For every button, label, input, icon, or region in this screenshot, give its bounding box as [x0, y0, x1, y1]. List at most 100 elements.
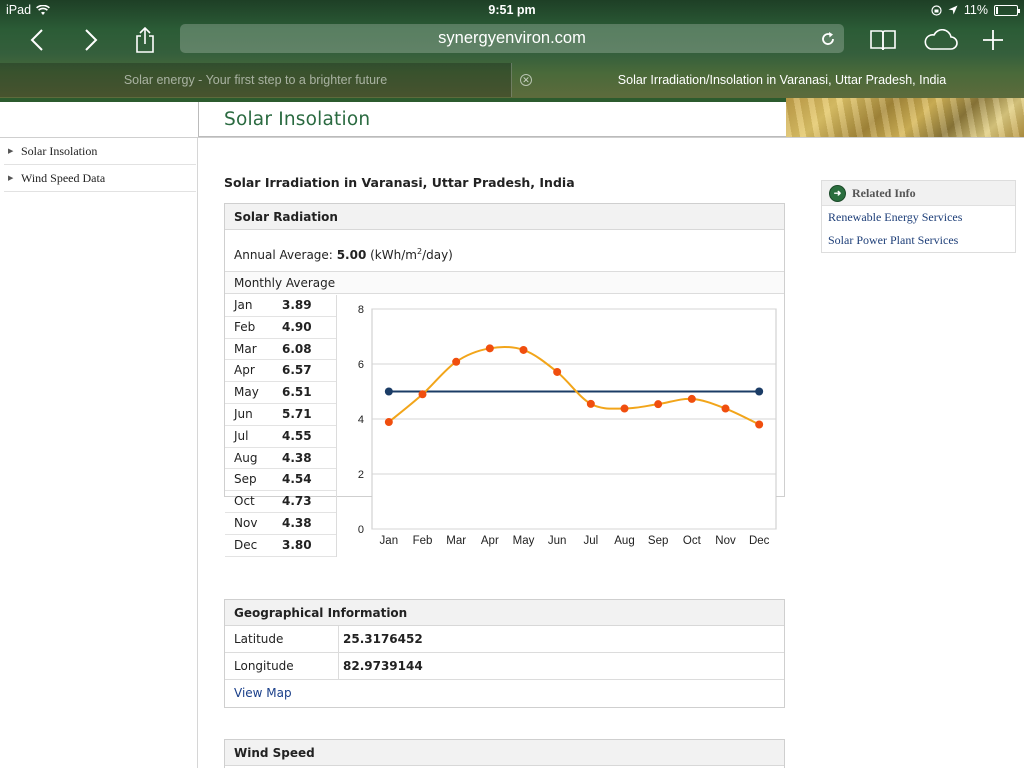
longitude-value: 82.9739144 — [343, 659, 423, 673]
month-name: Apr — [234, 363, 255, 378]
x-tick-label: Oct — [683, 535, 702, 547]
latitude-value: 25.3176452 — [343, 632, 423, 646]
data-point-monthly — [553, 367, 562, 376]
panel-title: Geographical Information — [225, 600, 784, 626]
data-point-monthly — [519, 345, 528, 354]
share-button[interactable] — [132, 22, 158, 58]
address-bar[interactable]: synergyenviron.com — [180, 24, 844, 53]
forward-button[interactable] — [78, 22, 104, 58]
month-value: 4.55 — [282, 428, 312, 443]
tab-solar-energy[interactable]: Solar energy - Your first step to a brig… — [0, 63, 512, 97]
month-name: Feb — [234, 319, 256, 334]
month-name: Jan — [234, 298, 253, 312]
x-tick-label: Aug — [614, 535, 634, 547]
browser-toolbar: synergyenviron.com — [0, 22, 1024, 62]
month-value: 4.90 — [282, 319, 312, 334]
url-text: synergyenviron.com — [438, 29, 586, 47]
data-point-monthly — [384, 418, 393, 427]
longitude-row: Longitude 82.9739144 — [225, 653, 784, 680]
x-tick-label: Feb — [413, 535, 433, 547]
reload-icon — [822, 31, 834, 45]
latitude-row: Latitude 25.3176452 — [225, 626, 784, 653]
data-point-monthly — [755, 420, 764, 429]
table-row: Aug 4.38 — [225, 448, 336, 470]
month-name: Nov — [234, 515, 258, 530]
x-tick-label: Nov — [715, 535, 736, 547]
data-point-monthly — [586, 399, 595, 408]
y-tick-label: 4 — [358, 414, 364, 426]
y-tick-label: 6 — [358, 359, 364, 371]
x-tick-label: Dec — [749, 535, 770, 547]
annual-average-row: Annual Average: 5.00 (kWh/m2/day) — [225, 230, 784, 272]
related-link-solar-power-plant[interactable]: Solar Power Plant Services — [828, 233, 959, 247]
monthly-chart: 0 2 4 6 8 Jan Feb Mar Apr May Jun Jul Aug Sep Oct Nov De… — [338, 295, 784, 556]
share-icon — [136, 27, 154, 53]
location-arrow-icon — [948, 5, 958, 15]
month-value: 5.71 — [282, 406, 312, 421]
related-info-title: Related Info — [852, 186, 916, 200]
month-name: Sep — [234, 472, 257, 487]
bookmarks-button[interactable] — [868, 22, 898, 58]
table-row: Jul 4.55 — [225, 426, 336, 448]
browser-chrome: iPad 9:51 pm 11% — [0, 0, 1024, 98]
month-value: 4.38 — [282, 515, 312, 530]
related-info-header: ➜ Related Info — [822, 181, 1015, 206]
related-info-panel: ➜ Related Info Renewable Energy Services… — [821, 180, 1016, 253]
x-tick-label: Jul — [583, 535, 598, 547]
table-row: Nov 4.38 — [225, 513, 336, 535]
y-tick-label: 0 — [358, 524, 364, 536]
arrow-circle-icon: ➜ — [829, 185, 846, 202]
y-tick-label: 2 — [358, 469, 364, 481]
x-tick-label: Sep — [648, 535, 668, 547]
month-value: 6.51 — [282, 385, 312, 400]
table-row: Oct 4.73 — [225, 491, 336, 513]
data-point-monthly — [687, 394, 696, 403]
data-point-monthly — [620, 404, 629, 413]
geographical-info-panel: Geographical Information Latitude 25.317… — [224, 599, 785, 708]
divider — [0, 137, 1024, 138]
tab-title: Solar energy - Your first step to a brig… — [123, 73, 388, 87]
month-name: Oct — [234, 494, 255, 509]
data-point-annual — [755, 387, 764, 396]
data-point-monthly — [485, 344, 494, 353]
month-name: Mar — [234, 341, 257, 356]
book-icon — [870, 30, 896, 51]
tab-solar-irradiation[interactable]: Solar Irradiation/Insolation in Varanasi… — [512, 63, 1024, 97]
triangle-right-icon: ▶ — [8, 147, 14, 155]
latitude-label: Latitude — [234, 632, 284, 646]
month-value: 6.08 — [282, 341, 312, 356]
monthly-average-label: Monthly Average — [225, 272, 784, 294]
battery-icon — [994, 4, 1020, 16]
view-map-link[interactable]: View Map — [234, 686, 292, 700]
orientation-lock-icon — [931, 4, 942, 16]
x-tick-label: Jan — [380, 535, 399, 547]
sidebar-item-label: Wind Speed Data — [21, 171, 106, 185]
cloud-icon — [924, 29, 958, 50]
annual-label: Annual Average: — [234, 248, 333, 262]
longitude-label: Longitude — [234, 659, 294, 673]
section-title-box: Solar Insolation — [198, 102, 786, 137]
table-row: Feb 4.90 — [225, 317, 336, 339]
sidebar-item-wind-speed[interactable]: ▶ Wind Speed Data — [4, 165, 196, 192]
wind-speed-panel: Wind Speed — [224, 739, 785, 768]
new-tab-button[interactable] — [980, 22, 1006, 58]
sidebar-item-solar-insolation[interactable]: ▶ Solar Insolation — [4, 138, 196, 165]
monthly-table: Jan 3.89 Feb 4.90 Mar 6.08 Apr 6.57 May 6.51 Jun 5.… — [225, 295, 337, 557]
data-point-monthly — [654, 400, 663, 409]
related-link-renewable-energy[interactable]: Renewable Energy Services — [828, 210, 963, 224]
annual-unit: (kWh/m2/day) — [370, 247, 453, 262]
month-name: May — [234, 385, 259, 400]
back-button[interactable] — [24, 22, 50, 58]
close-tab-icon[interactable]: ✕ — [520, 74, 532, 86]
line-chart: 0 2 4 6 8 Jan Feb Mar Apr May Jun Jul Aug Sep Oct Nov De… — [358, 304, 777, 547]
plus-icon — [983, 30, 1003, 50]
x-tick-label: Mar — [446, 535, 466, 547]
data-point-monthly — [452, 357, 461, 366]
x-tick-label: Apr — [481, 535, 499, 547]
section-title: Solar Insolation — [224, 109, 371, 130]
wifi-icon — [36, 4, 50, 15]
table-row: Sep 4.54 — [225, 469, 336, 492]
status-time: 9:51 pm — [488, 3, 536, 17]
icloud-tabs-button[interactable] — [922, 22, 960, 58]
reload-button[interactable] — [820, 24, 836, 53]
